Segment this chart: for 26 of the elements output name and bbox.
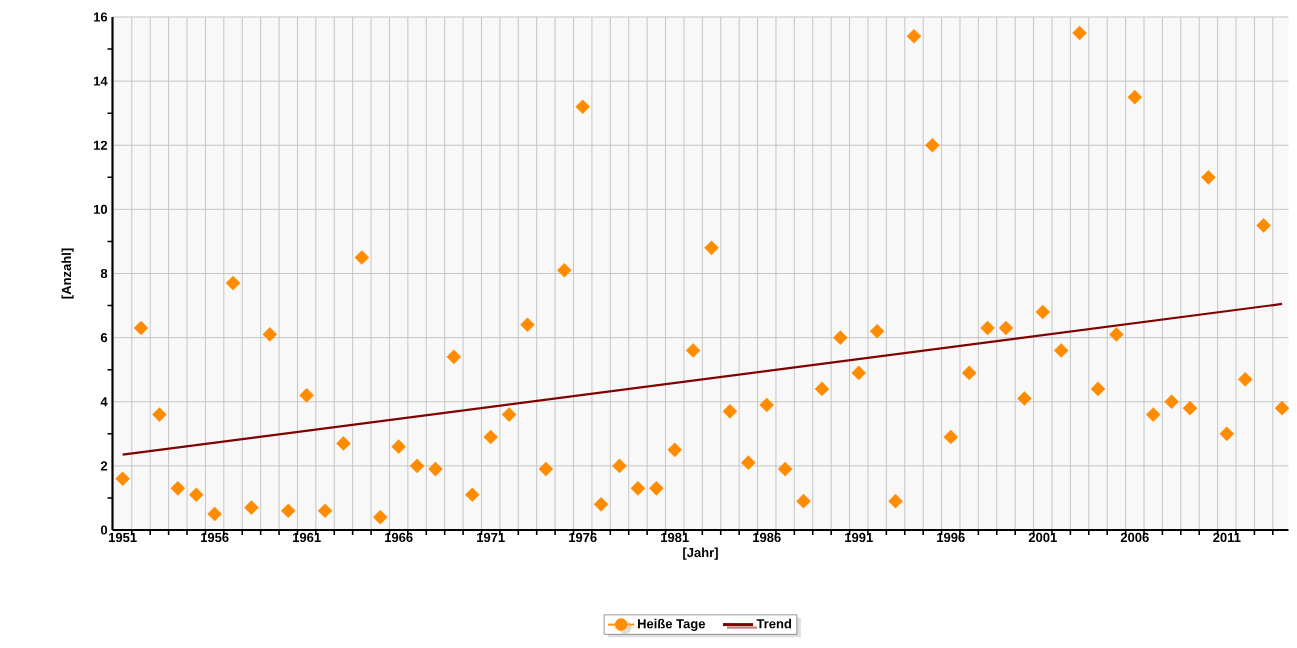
y-tick-label: 12 [93, 140, 108, 150]
legend-label: Heiße Tage [637, 618, 706, 631]
x-tick-label: 1991 [845, 532, 873, 543]
x-tick-label: 1986 [753, 532, 781, 543]
legend-label: Trend [756, 618, 792, 629]
x-tick-label: 1971 [477, 532, 505, 543]
y-tick-label: 0 [100, 525, 108, 535]
x-tick-label: 2001 [1028, 532, 1057, 543]
x-tick-label: 1976 [569, 532, 597, 543]
y-tick-label: 16 [93, 12, 108, 22]
x-tick-label: 1961 [293, 532, 321, 543]
y-axis-title: [Anzahl] [61, 248, 74, 299]
y-tick-label: 6 [100, 333, 108, 343]
y-tick-label: 4 [100, 397, 108, 407]
x-tick-label: 1951 [108, 532, 137, 543]
x-tick-label: 2006 [1120, 532, 1149, 543]
x-tick-label: 1996 [937, 532, 965, 543]
y-tick-label: 10 [93, 204, 108, 214]
x-tick-label: 1981 [661, 532, 689, 543]
x-tick-label: 2011 [1213, 532, 1241, 543]
x-tick-label: 1956 [200, 532, 229, 543]
y-tick-label: 2 [100, 461, 108, 471]
x-axis-title: [Jahr] [683, 547, 718, 560]
x-tick-label: 1966 [385, 532, 413, 543]
y-tick-label: 14 [93, 76, 108, 86]
y-tick-label: 8 [100, 268, 108, 279]
